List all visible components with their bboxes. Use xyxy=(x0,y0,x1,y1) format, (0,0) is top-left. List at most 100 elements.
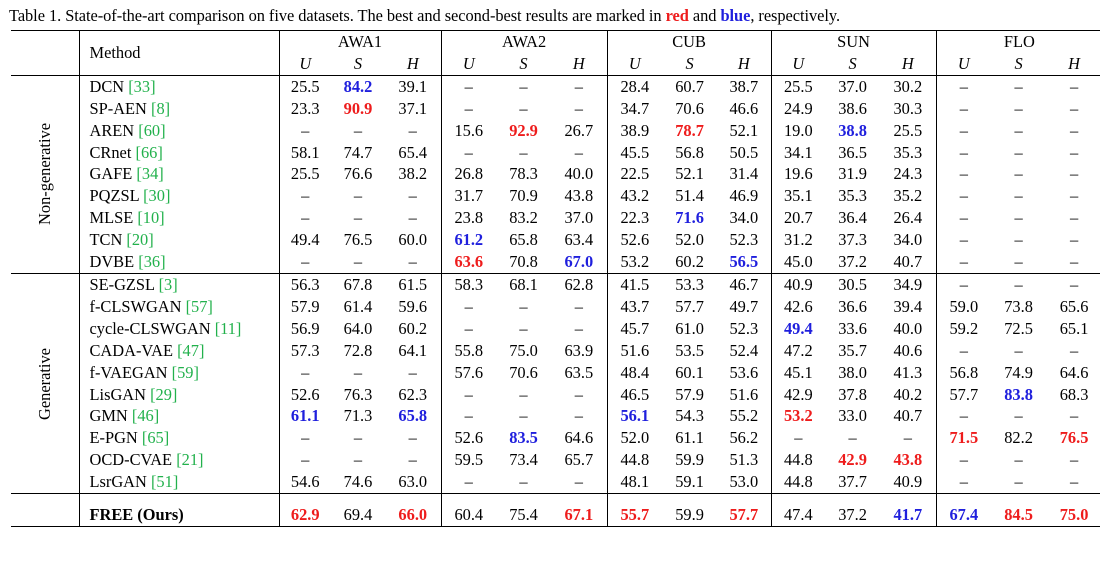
value-cell: 54.3 xyxy=(675,406,704,426)
table-row: AREN [60] – – –15.6 92.9 26.7 38.9 78.7 52.1 19.0… xyxy=(11,119,1100,142)
value-cell: 51.4 xyxy=(675,186,704,206)
header-dataset: AWA2 xyxy=(440,29,608,53)
value-cell: – xyxy=(574,472,583,492)
table-caption: Table 1. State-of-the-art comparison on … xyxy=(9,6,840,25)
value-cell: – xyxy=(935,405,992,428)
value-cell: 20.7 xyxy=(770,207,826,230)
value-cell: 65.6 xyxy=(1059,296,1089,316)
value-cell: – xyxy=(551,74,608,98)
value-cell: – xyxy=(440,141,497,164)
citation-link[interactable]: [47] xyxy=(177,340,205,360)
value-cell: 76.6 xyxy=(343,164,373,184)
method-name: f-CLSWGAN [57] xyxy=(78,295,279,318)
value-cell: 65.7 xyxy=(564,450,594,470)
citation-link[interactable]: [34] xyxy=(136,164,164,184)
citation-link[interactable]: [10] xyxy=(137,208,165,228)
value-cell: 78.3 xyxy=(509,164,538,184)
value-cell: 38.6 xyxy=(838,98,867,118)
value-cell: – xyxy=(935,339,992,362)
value-cell: – xyxy=(278,449,331,472)
method-name: MLSE [10] xyxy=(78,207,279,230)
value-cell: – xyxy=(1069,450,1079,470)
citation-link[interactable]: [46] xyxy=(131,406,160,426)
method-name: LisGAN [29] xyxy=(78,383,279,406)
value-cell: 37.7 xyxy=(838,472,867,492)
value-cell: 30.3 xyxy=(893,98,923,118)
value-cell: 61.1 xyxy=(278,405,331,428)
value-cell: 60.2 xyxy=(675,252,704,272)
citation-link[interactable]: [11] xyxy=(214,318,242,338)
value-cell: 67.0 xyxy=(564,252,594,272)
citation-link[interactable]: [60] xyxy=(138,120,166,140)
citation-link[interactable]: [57] xyxy=(185,296,213,316)
value-cell: 59.9 xyxy=(662,504,718,527)
value-cell: 61.0 xyxy=(675,318,704,338)
citation-link[interactable]: [29] xyxy=(150,384,178,404)
value-cell: 83.8 xyxy=(1004,384,1033,404)
value-cell: 55.8 xyxy=(440,339,497,362)
method-label: TCN xyxy=(89,230,123,250)
value-cell: 65.4 xyxy=(398,142,428,162)
value-cell: 40.9 xyxy=(770,272,826,296)
table-row: E-PGN [65] – – –52.6 83.5 64.6 52.0 61.1 56.2– – –… xyxy=(11,427,1100,450)
citation-link[interactable]: [65] xyxy=(141,428,170,448)
method-label: OCD-CVAE xyxy=(89,450,173,470)
header-dataset: FLO xyxy=(935,29,1100,53)
value-cell: 63.0 xyxy=(398,472,428,492)
value-cell: 25.5 xyxy=(893,120,923,140)
citation-link[interactable]: [51] xyxy=(150,472,179,492)
header-dataset: SUN xyxy=(770,29,937,53)
value-cell: 75.0 xyxy=(509,340,538,360)
value-cell: 72.8 xyxy=(343,340,373,360)
value-cell: 59.1 xyxy=(675,472,704,492)
value-cell: 19.6 xyxy=(770,163,826,186)
value-cell: 40.0 xyxy=(893,318,923,338)
table-row: OCD-CVAE [21] – – –59.5 73.4 65.7 44.8 59.9 51.3… xyxy=(11,449,1100,472)
value-cell: 31.4 xyxy=(729,164,759,184)
value-cell: 69.4 xyxy=(331,504,385,527)
value-cell: – xyxy=(408,362,417,382)
value-cell: – xyxy=(440,471,497,494)
value-cell: 44.8 xyxy=(770,449,826,472)
citation-link[interactable]: [21] xyxy=(176,450,204,470)
value-cell: 38.2 xyxy=(398,164,428,184)
value-cell: 44.8 xyxy=(770,471,826,494)
value-cell: 56.2 xyxy=(729,428,759,448)
table-row: GAFE [34] 25.5 76.6 38.2 26.8 78.3 40.0 22.5 52.… xyxy=(11,163,1100,186)
table-row: DVBE [36] – – –63.6 70.8 67.0 53.2 60.2 56.5 45.0… xyxy=(11,251,1100,274)
value-cell: 74.9 xyxy=(1004,362,1033,382)
value-cell: 38.7 xyxy=(717,74,772,98)
value-cell: – xyxy=(574,98,583,118)
header-metric: H xyxy=(1068,53,1080,73)
header-blank xyxy=(11,53,79,75)
value-cell: 40.0 xyxy=(564,164,594,184)
citation-link[interactable]: [33] xyxy=(128,76,156,96)
citation-link[interactable]: [20] xyxy=(126,230,154,250)
value-cell: 52.3 xyxy=(729,230,759,250)
value-cell: 66.0 xyxy=(385,504,442,527)
header-metric: U xyxy=(935,52,992,76)
citation-link[interactable]: [8] xyxy=(151,98,171,118)
value-cell: – xyxy=(1014,208,1023,228)
table-row: LisGAN [29] 52.6 76.3 62.3– – –46.5 57.9 51.6 42… xyxy=(11,383,1100,406)
value-cell: 35.1 xyxy=(770,185,826,208)
value-cell: 34.9 xyxy=(880,272,937,296)
citation-link[interactable]: [36] xyxy=(138,252,166,272)
value-cell: – xyxy=(935,251,992,274)
value-cell: 70.9 xyxy=(509,186,538,206)
value-cell: 53.5 xyxy=(675,340,704,360)
value-cell: 56.5 xyxy=(729,252,759,272)
citation-link[interactable]: [30] xyxy=(143,186,171,206)
value-cell: 56.3 xyxy=(278,272,331,296)
value-cell: 76.5 xyxy=(343,230,373,250)
value-cell: 46.5 xyxy=(606,383,663,406)
citation-link[interactable]: [66] xyxy=(135,142,163,162)
citation-link[interactable]: [3] xyxy=(158,274,178,294)
value-cell: 50.5 xyxy=(729,142,759,162)
value-cell: 52.0 xyxy=(606,427,663,450)
table-row: f-CLSWGAN [57] 57.9 61.4 59.6– – –43.7 57.7 49.… xyxy=(11,295,1100,318)
citation-link[interactable]: [59] xyxy=(171,362,199,382)
header-row-datasets: Method AWA1 AWA2 CUB SUN FLO xyxy=(11,29,1100,76)
value-cell: 28.4 xyxy=(606,74,663,98)
value-cell: – xyxy=(1014,230,1023,250)
